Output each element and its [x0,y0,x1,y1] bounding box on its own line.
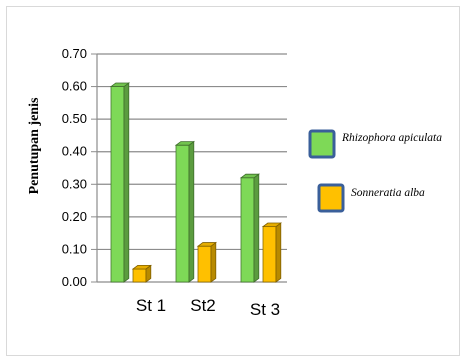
bar-top [239,173,261,179]
chart: 0.00 0.10 0.20 0.30 0.40 0.50 0.60 0.70 St 1 St2… [27,46,442,319]
y-tick-label: 0.60 [62,79,87,94]
chart-frame: 0.00 0.10 0.20 0.30 0.40 0.50 0.60 0.70 St 1 St2… [6,6,460,356]
bar-side [275,222,282,283]
x-tick-label: St 1 [136,296,166,315]
bar-side [253,173,260,283]
y-axis-label: Penutupan jenis [27,97,42,194]
y-tick-label: 0.40 [62,144,87,159]
bar-side [210,241,217,283]
bar-front [175,144,190,283]
y-tick-label: 0.30 [62,176,87,191]
bar [131,264,153,283]
bar-side [123,82,130,283]
bar-side [188,140,195,283]
legend-label: Rhizophora apiculata [341,132,442,144]
x-axis-ticks: St 1 St2 St 3 [136,296,280,319]
bar-top [196,242,218,247]
bar-front [132,268,147,283]
bar-top [174,141,196,146]
bar-top [109,82,131,87]
bar [196,241,218,283]
legend-swatch [308,129,336,159]
legend: Rhizophora apiculata Sonneratia alba [308,129,442,213]
legend-label: Sonneratia alba [351,187,425,199]
y-tick-label: 0.70 [62,46,87,61]
x-tick-label: St2 [190,296,216,315]
bar-top [261,222,282,228]
bars [109,82,282,283]
bar-front [262,226,277,283]
bar [261,222,282,283]
bar-front [240,177,255,283]
y-tick-label: 0.10 [62,241,87,256]
y-tick-label: 0.20 [62,209,87,224]
bar [109,82,131,283]
bar-front [110,86,125,283]
bar-front [197,245,212,283]
bar [239,173,261,283]
y-axis-ticks: 0.00 0.10 0.20 0.30 0.40 0.50 0.60 0.70 [62,46,87,289]
y-tick-label: 0.50 [62,111,87,126]
x-tick-label: St 3 [250,300,280,319]
y-tick-label: 0.00 [62,274,87,289]
bar [174,140,196,283]
bar-top [131,264,153,270]
legend-swatch [317,183,345,213]
